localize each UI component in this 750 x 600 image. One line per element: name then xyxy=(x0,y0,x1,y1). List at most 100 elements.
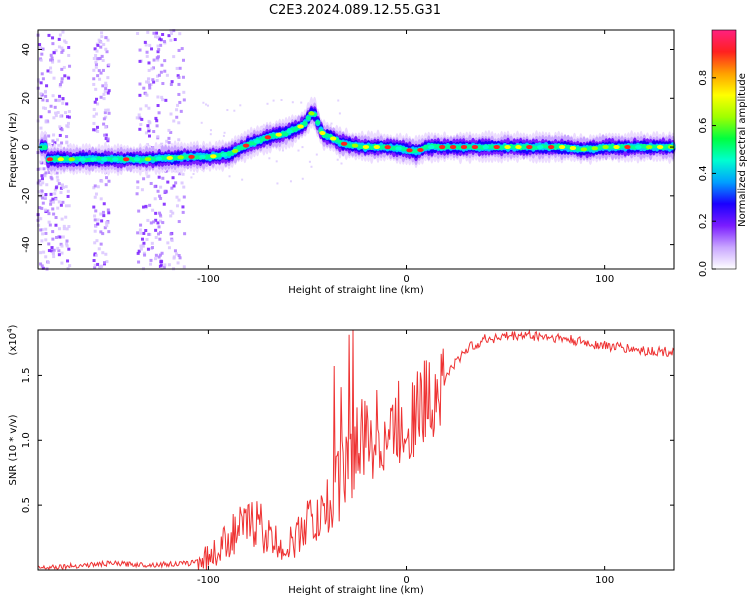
noise-speckle xyxy=(157,35,161,39)
ridge-hotspot xyxy=(79,157,86,162)
noise-speckle xyxy=(104,36,108,40)
noise-speckle xyxy=(40,52,44,56)
ridge-hotspot xyxy=(493,145,500,150)
noise-speckle xyxy=(99,197,103,201)
noise-speckle xyxy=(46,69,50,73)
noise-speckle xyxy=(41,232,45,236)
y-tick-label: 1.5 xyxy=(21,367,32,383)
noise-speckle xyxy=(205,103,208,106)
noise-speckle xyxy=(58,235,62,239)
noise-speckle xyxy=(107,63,111,67)
noise-speckle xyxy=(156,35,160,39)
ridge-hotspot xyxy=(275,132,282,137)
noise-speckle xyxy=(99,230,103,234)
noise-speckle xyxy=(181,205,185,209)
noise-speckle xyxy=(47,242,51,246)
ridge-hotspot xyxy=(373,145,381,150)
noise-speckle xyxy=(39,115,43,119)
noise-speckle xyxy=(147,61,151,65)
noise-speckle xyxy=(53,105,57,109)
noise-speckle xyxy=(181,58,185,62)
colorbar-tick-label: 0.2 xyxy=(698,213,709,229)
ridge-hotspot xyxy=(395,146,402,151)
ridge-hotspot xyxy=(330,136,337,141)
noise-speckle xyxy=(281,149,284,152)
noise-speckle xyxy=(66,125,70,129)
noise-speckle xyxy=(156,135,160,139)
noise-speckle xyxy=(103,226,107,230)
noise-speckle xyxy=(49,192,53,196)
noise-speckle xyxy=(55,175,59,179)
noise-speckle xyxy=(61,101,65,105)
noise-speckle xyxy=(140,237,144,241)
noise-speckle xyxy=(38,167,42,171)
ridge-hotspot xyxy=(460,145,468,150)
noise-speckle xyxy=(39,58,43,62)
noise-speckle xyxy=(54,111,58,115)
ridge-hotspot xyxy=(417,147,424,152)
noise-speckle xyxy=(151,78,155,82)
noise-speckle xyxy=(44,231,48,235)
noise-speckle xyxy=(102,97,106,101)
noise-speckle xyxy=(59,242,63,246)
noise-speckle xyxy=(57,249,61,253)
noise-speckle xyxy=(154,211,158,215)
noise-speckle xyxy=(163,69,167,73)
noise-speckle xyxy=(192,172,195,175)
noise-speckle xyxy=(153,185,157,189)
noise-speckle xyxy=(107,230,111,234)
noise-speckle xyxy=(51,251,55,255)
noise-speckle xyxy=(154,218,158,222)
noise-speckle xyxy=(136,186,140,190)
snr-scale-label: (x104) xyxy=(6,324,19,355)
noise-speckle xyxy=(102,117,106,121)
ridge-hotspot xyxy=(384,145,391,150)
noise-speckle xyxy=(92,68,96,72)
noise-speckle xyxy=(165,139,169,143)
noise-speckle xyxy=(93,184,97,188)
noise-speckle xyxy=(52,248,56,252)
noise-speckle xyxy=(102,43,106,47)
noise-speckle xyxy=(177,75,181,79)
noise-speckle xyxy=(155,56,159,60)
ridge-hotspot xyxy=(613,145,620,150)
noise-speckle xyxy=(169,38,173,42)
noise-speckle xyxy=(159,263,163,267)
noise-speckle xyxy=(289,180,292,183)
noise-speckle xyxy=(162,265,166,269)
ridge-hotspot xyxy=(133,157,141,162)
noise-speckle xyxy=(209,133,212,136)
noise-speckle xyxy=(206,104,209,107)
noise-speckle xyxy=(37,223,41,227)
noise-speckle xyxy=(142,241,146,245)
noise-speckle xyxy=(96,130,100,134)
noise-speckle xyxy=(156,74,160,78)
ridge-hotspot xyxy=(308,111,315,116)
noise-speckle xyxy=(94,87,98,91)
ridge-hotspot xyxy=(482,145,489,150)
noise-speckle xyxy=(104,87,108,91)
noise-speckle xyxy=(59,203,63,207)
noise-speckle xyxy=(57,59,61,63)
noise-speckle xyxy=(41,181,45,185)
noise-speckle xyxy=(47,142,51,146)
noise-speckle xyxy=(169,209,173,213)
noise-speckle xyxy=(104,84,108,88)
noise-speckle xyxy=(42,167,46,171)
noise-speckle xyxy=(157,48,161,52)
ridge-hotspot xyxy=(101,157,108,162)
noise-speckle xyxy=(144,104,148,108)
noise-speckle xyxy=(58,94,62,98)
noise-speckle xyxy=(51,36,55,40)
noise-speckle xyxy=(154,35,158,39)
noise-speckle xyxy=(43,195,47,199)
noise-speckle xyxy=(49,199,53,203)
noise-speckle xyxy=(63,74,67,78)
noise-speckle xyxy=(57,253,61,257)
noise-speckle xyxy=(169,112,173,116)
noise-speckle xyxy=(104,115,108,119)
ridge-hotspot xyxy=(210,154,217,159)
y-tick-label: -20 xyxy=(21,188,32,204)
noise-speckle xyxy=(99,71,103,75)
noise-speckle xyxy=(67,53,71,57)
